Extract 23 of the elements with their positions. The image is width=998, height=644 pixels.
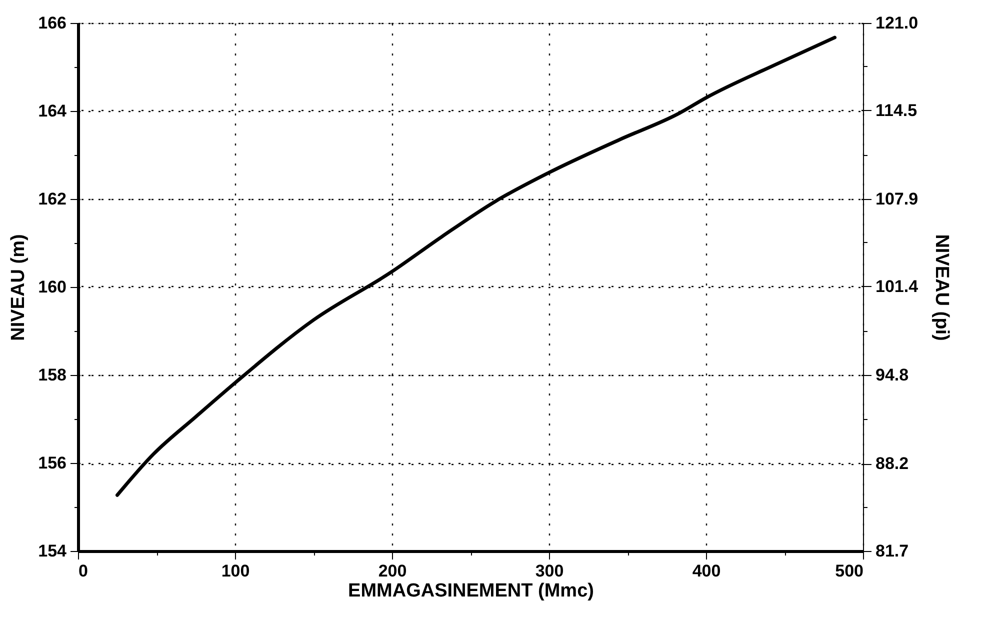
x-tick-label: 500: [835, 562, 864, 580]
y-tick-label: 158: [38, 366, 66, 384]
x-tick-label: 300: [535, 562, 564, 580]
y-tick-label: 164: [38, 102, 68, 120]
x-tick-label: 100: [221, 562, 250, 580]
y2-axis-title: NIVEAU (pi): [931, 234, 952, 341]
y-axis-title: NIVEAU (m): [8, 234, 30, 341]
y-tick-label: 166: [38, 14, 66, 32]
y2-tick-label: 81.7: [876, 542, 909, 560]
y-tick-label: 160: [38, 278, 66, 296]
x-tick-label: 200: [378, 562, 407, 580]
y2-tick-label: 88.2: [876, 454, 909, 474]
x-tick-label: 0: [78, 562, 88, 580]
y-tick-label: 156: [38, 454, 66, 472]
y2-tick-label: 101.4: [876, 276, 919, 296]
y2-tick-label: 107.9: [876, 190, 918, 208]
y2-tick-label: 94.8: [876, 366, 909, 384]
x-tick-label: 400: [692, 562, 721, 580]
y-tick-label: 154: [38, 542, 68, 560]
y-tick-label: 162: [38, 190, 66, 208]
y2-tick-label: 121.0: [876, 14, 918, 32]
x-axis-title: EMMAGASINEMENT (Mmc): [348, 580, 594, 602]
y2-tick-label: 114.5: [876, 100, 918, 120]
